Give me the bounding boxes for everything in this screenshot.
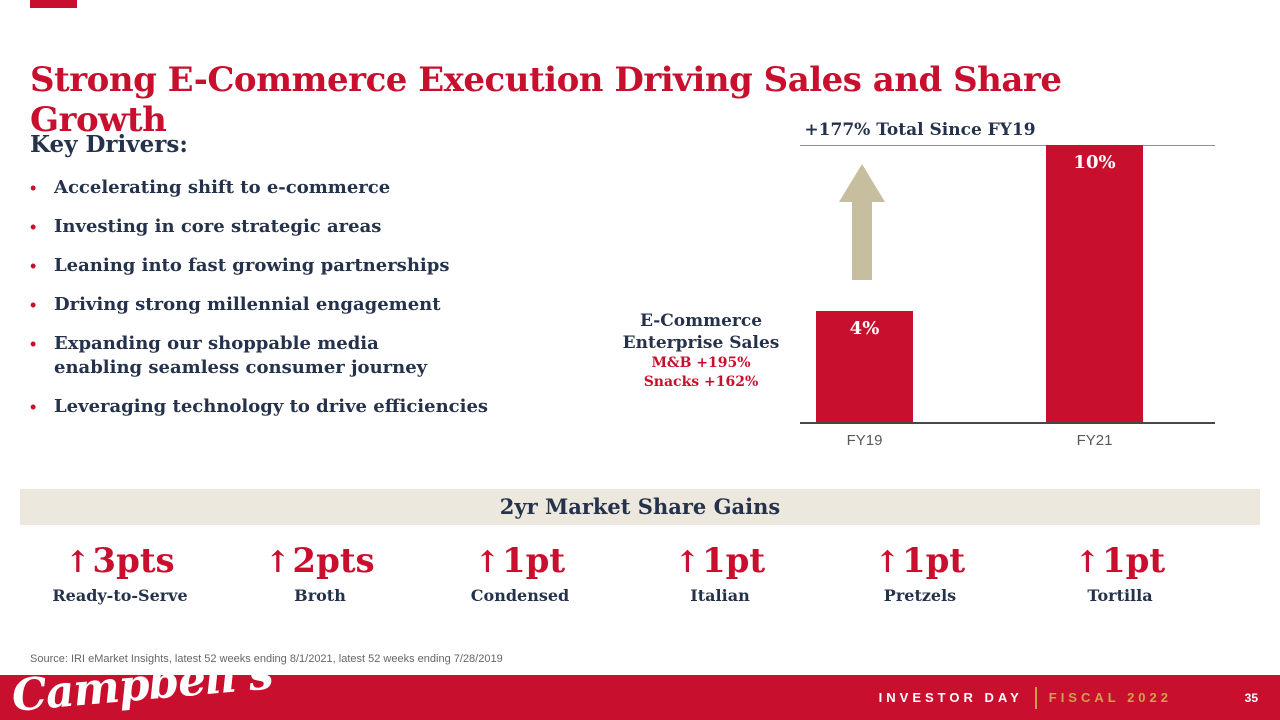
- gain-number: 3pts: [92, 541, 175, 581]
- bullet-icon: •: [30, 217, 37, 237]
- key-drivers-section: Key Drivers: • Accelerating shift to e-c…: [30, 131, 490, 434]
- footer-divider: [1034, 686, 1037, 709]
- gain-value: ↑ 1pt: [420, 541, 620, 581]
- key-drivers-heading: Key Drivers:: [30, 131, 188, 158]
- x-tick-fy19: FY19: [846, 432, 883, 449]
- list-item: • Expanding our shoppable media enabling…: [30, 332, 470, 380]
- bar-value-label: 4%: [849, 318, 880, 339]
- footer-bar: Campbell's INVESTOR DAY FISCAL 2022 35: [0, 675, 1280, 720]
- growth-arrow-icon: [839, 164, 885, 280]
- bar-value-label: 10%: [1073, 152, 1116, 173]
- chart-axis-label: E-Commerce Enterprise Sales M&B +195% Sn…: [620, 310, 782, 392]
- gain-number: 1pt: [702, 541, 766, 581]
- footer-meta: INVESTOR DAY FISCAL 2022: [879, 675, 1172, 720]
- chart-sublabel-snacks: Snacks +162%: [643, 374, 759, 390]
- chart-sublabel-mb: M&B +195%: [651, 355, 751, 371]
- bullet-icon: •: [30, 397, 37, 417]
- gain-pretzels: ↑ 1pt Pretzels: [820, 541, 1020, 605]
- bullet-icon: •: [30, 256, 37, 276]
- list-item: • Leveraging technology to drive efficie…: [30, 395, 489, 419]
- gain-ready-to-serve: ↑ 3pts Ready-to-Serve: [20, 541, 220, 605]
- gain-number: 2pts: [292, 541, 375, 581]
- chart-top-reference-line: [800, 145, 1215, 146]
- gain-value: ↑ 1pt: [1020, 541, 1220, 581]
- bullet-icon: •: [30, 334, 37, 354]
- gain-condensed: ↑ 1pt Condensed: [420, 541, 620, 605]
- x-tick-fy21: FY21: [1076, 432, 1113, 449]
- chart-title: +177% Total Since FY19: [804, 120, 1036, 140]
- fiscal-year-label: FISCAL 2022: [1048, 690, 1172, 705]
- list-item-text: Accelerating shift to e-commerce: [54, 177, 391, 198]
- list-item: • Driving strong millennial engagement: [30, 293, 470, 317]
- market-share-band: 2yr Market Share Gains: [20, 489, 1260, 525]
- source-note: Source: IRI eMarket Insights, latest 52 …: [30, 653, 503, 665]
- gain-value: ↑ 1pt: [820, 541, 1020, 581]
- page-number: 35: [1244, 690, 1258, 705]
- market-share-gains-row: ↑ 3pts Ready-to-Serve ↑ 2pts Broth ↑ 1pt…: [20, 541, 1220, 605]
- gain-number: 1pt: [502, 541, 566, 581]
- up-arrow-icon: ↑: [874, 545, 900, 580]
- gain-label: Pretzels: [883, 586, 957, 605]
- list-item-text: Leaning into fast growing partnerships: [54, 255, 450, 276]
- gain-value: ↑ 2pts: [220, 541, 420, 581]
- gain-value: ↑ 1pt: [620, 541, 820, 581]
- list-item-text: Leveraging technology to drive efficienc…: [54, 396, 489, 417]
- up-arrow-icon: ↑: [474, 545, 500, 580]
- up-arrow-icon: ↑: [65, 545, 91, 580]
- gain-label: Condensed: [470, 586, 570, 605]
- bullet-icon: •: [30, 295, 37, 315]
- gain-tortilla: ↑ 1pt Tortilla: [1020, 541, 1220, 605]
- chart-label-line: E-Commerce: [639, 311, 763, 331]
- up-arrow-icon: ↑: [674, 545, 700, 580]
- list-item: • Leaning into fast growing partnerships: [30, 254, 470, 278]
- gain-label: Tortilla: [1087, 586, 1153, 605]
- bar-fy21: 10%: [1046, 145, 1143, 422]
- key-drivers-list: • Accelerating shift to e-commerce • Inv…: [30, 176, 489, 419]
- chart-label-line: Enterprise Sales: [622, 333, 780, 353]
- x-axis-line: [800, 422, 1215, 424]
- gain-italian: ↑ 1pt Italian: [620, 541, 820, 605]
- bar-plot: 4% 10%: [800, 145, 1215, 422]
- list-item-text: Expanding our shoppable media enabling s…: [54, 333, 428, 378]
- gain-broth: ↑ 2pts Broth: [220, 541, 420, 605]
- gain-number: 1pt: [1102, 541, 1166, 581]
- bar-fy19: 4%: [816, 311, 913, 422]
- list-item-text: Driving strong millennial engagement: [54, 294, 441, 315]
- bullet-icon: •: [30, 178, 37, 198]
- up-arrow-icon: ↑: [1074, 545, 1100, 580]
- ecommerce-sales-chart: +177% Total Since FY19 E-Commerce Enterp…: [620, 112, 1220, 472]
- list-item-text: Investing in core strategic areas: [54, 216, 382, 237]
- gain-label: Ready-to-Serve: [52, 586, 188, 605]
- gain-value: ↑ 3pts: [20, 541, 220, 581]
- campbells-logo: Campbell's: [9, 675, 275, 720]
- gain-number: 1pt: [902, 541, 966, 581]
- gain-label: Broth: [294, 586, 346, 605]
- list-item: • Investing in core strategic areas: [30, 215, 470, 239]
- up-arrow-icon: ↑: [265, 545, 291, 580]
- page-title: Strong E-Commerce Execution Driving Sale…: [30, 60, 1062, 140]
- list-item: • Accelerating shift to e-commerce: [30, 176, 470, 200]
- investor-day-label: INVESTOR DAY: [878, 690, 1023, 705]
- gain-label: Italian: [690, 586, 750, 605]
- top-accent-bar: [30, 0, 77, 8]
